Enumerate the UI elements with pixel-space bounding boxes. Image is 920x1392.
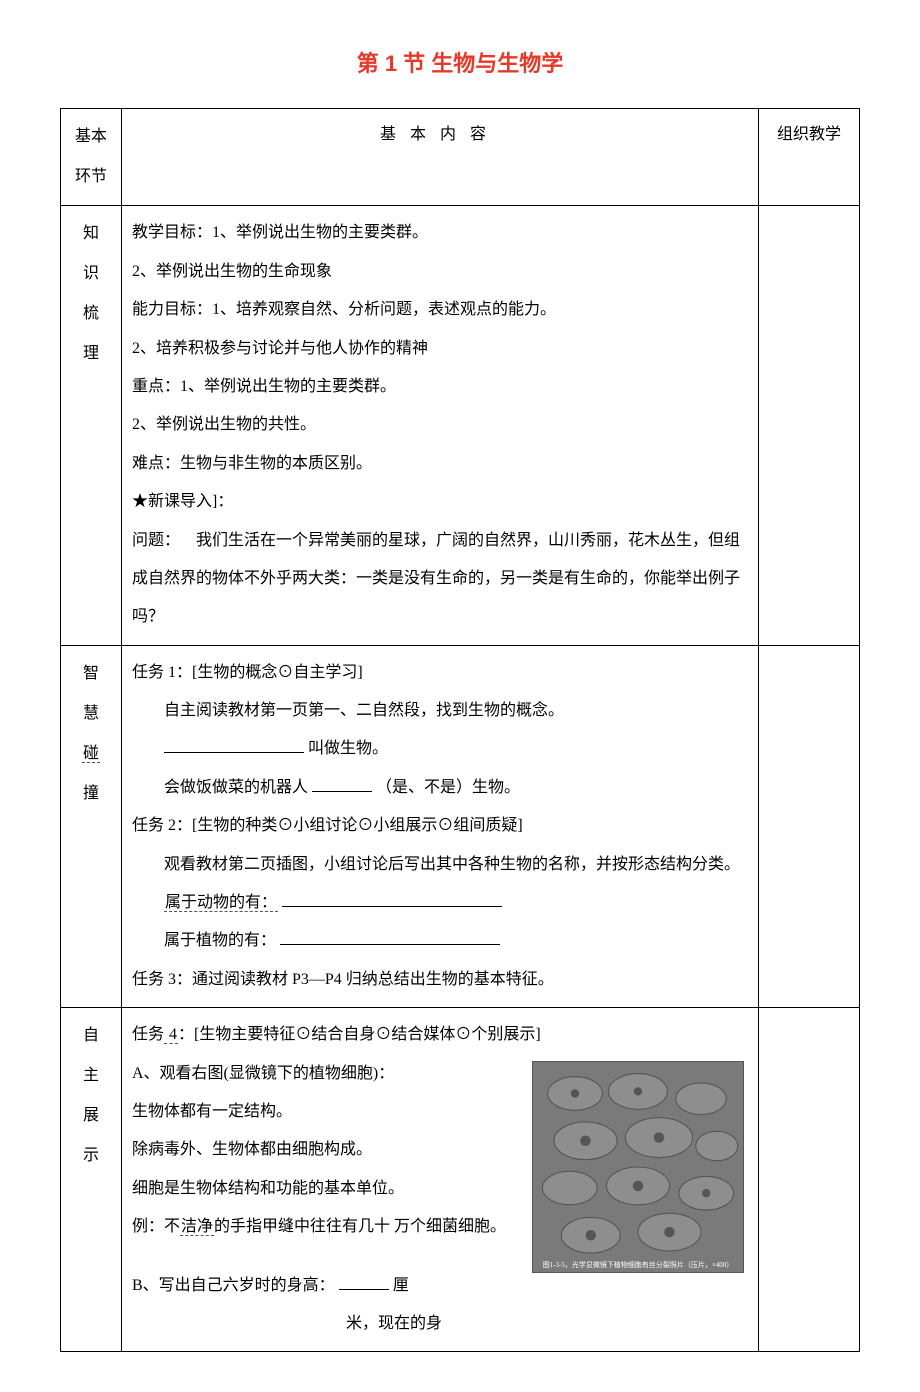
main-table: 基本 环节 基本内容 组织教学 知 识 梳 理 教学目标：1、举例说出生物的主要… <box>60 108 860 1352</box>
a4-suf: 万个细菌细胞。 <box>394 1218 506 1235</box>
side-w-3: 碰 <box>71 734 111 774</box>
header-col1-l2: 环节 <box>71 157 111 197</box>
side-knowledge: 知 识 梳 理 <box>61 206 122 645</box>
blank-robot[interactable] <box>312 775 372 792</box>
header-col1: 基本 环节 <box>61 109 122 206</box>
side-wisdom: 智 慧 碰 撞 <box>61 645 122 1008</box>
header-row: 基本 环节 基本内容 组织教学 <box>61 109 860 206</box>
task3-title: 任务 3：通过阅读教材 P3—P4 归纳总结出生物的基本特征。 <box>132 961 748 999</box>
task2-b: 属于动物的有： <box>132 884 748 922</box>
side-w-4: 撞 <box>71 774 111 814</box>
content-knowledge: 教学目标：1、举例说出生物的主要类群。 2、举例说出生物的生命现象 能力目标：1… <box>122 206 759 645</box>
side-k-4: 理 <box>71 334 111 374</box>
header-col2: 基本内容 <box>122 109 759 206</box>
header-col3: 组织教学 <box>759 109 860 206</box>
task4-pre: 任务 4：[生物主要特征⊙结合自身⊙结合媒体⊙个别展示] <box>132 1026 541 1044</box>
org-knowledge <box>759 206 860 645</box>
microscope-cells-icon <box>533 1062 743 1272</box>
b-pre: B、写出自己六岁时的身高： <box>132 1277 335 1294</box>
goal-1: 教学目标：1、举例说出生物的主要类群。 <box>132 214 748 252</box>
question-label: 问题： <box>132 532 180 549</box>
side-w-2: 慧 <box>71 694 111 734</box>
blank-bio-concept[interactable] <box>164 736 304 753</box>
org-display <box>759 1008 860 1352</box>
task1-c-pre: 会做饭做菜的机器人 <box>164 779 308 796</box>
image-caption: 图1-3-5，光学显微镜下植物细胞有丝分裂照片（压片，×400） <box>533 1261 743 1269</box>
header-col1-l1: 基本 <box>71 117 111 157</box>
ability-1: 能力目标：1、培养观察自然、分析问题，表述观点的能力。 <box>132 291 748 329</box>
section-display: 自 主 展 示 任务 4：[生物主要特征⊙结合自身⊙结合媒体⊙个别展示] <box>61 1008 860 1352</box>
task1-b: 叫做生物。 <box>132 730 748 768</box>
task2-b-pre: 属于动物的有： <box>164 894 278 912</box>
question: 问题： 我们生活在一个异常美丽的星球，广阔的自然界，山川秀丽，花木丛生，但组成自… <box>132 522 748 637</box>
section-knowledge: 知 识 梳 理 教学目标：1、举例说出生物的主要类群。 2、举例说出生物的生命现… <box>61 206 860 645</box>
task1-c: 会做饭做菜的机器人 （是、不是）生物。 <box>132 769 748 807</box>
key-2: 2、举例说出生物的共性。 <box>132 406 748 444</box>
blank-plants[interactable] <box>280 928 500 945</box>
task1-a: 自主阅读教材第一页第一、二自然段，找到生物的概念。 <box>132 692 748 730</box>
question-text: 我们生活在一个异常美丽的星球，广阔的自然界，山川秀丽，花木丛生，但组成自然界的物… <box>132 532 740 626</box>
b-mid: 厘 <box>393 1277 409 1294</box>
task2-title: 任务 2：[生物的种类⊙小组讨论⊙小组展示⊙组间质疑] <box>132 807 748 845</box>
task4-title: 任务 4：[生物主要特征⊙结合自身⊙结合媒体⊙个别展示] <box>132 1016 748 1054</box>
side-w-1: 智 <box>71 654 111 694</box>
content-display: 任务 4：[生物主要特征⊙结合自身⊙结合媒体⊙个别展示] <box>122 1008 759 1352</box>
blank-height[interactable] <box>339 1273 389 1290</box>
task2-c: 属于植物的有： <box>132 922 748 960</box>
task1-c-suf: （是、不是）生物。 <box>376 779 520 796</box>
org-wisdom <box>759 645 860 1008</box>
cell-image: 图1-3-5，光学显微镜下植物细胞有丝分裂照片（压片，×400） <box>532 1061 744 1273</box>
key-1: 重点：1、举例说出生物的主要类群。 <box>132 368 748 406</box>
content-wisdom: 任务 1：[生物的概念⊙自主学习] 自主阅读教材第一页第一、二自然段，找到生物的… <box>122 645 759 1008</box>
difficult: 难点：生物与非生物的本质区别。 <box>132 445 748 483</box>
b-suf: 米，现在的身 <box>346 1315 442 1332</box>
goal-2: 2、举例说出生物的生命现象 <box>132 253 748 291</box>
side-k-2: 识 <box>71 254 111 294</box>
b-line: B、写出自己六岁时的身高： 厘 米，现在的身 <box>132 1267 748 1344</box>
a4-pre: 例：不洁净的手指甲缝中往往有几十 <box>132 1218 390 1236</box>
intro-star: ★新课导入]： <box>132 483 748 521</box>
task2-a: 观看教材第二页插图，小组讨论后写出其中各种生物的名称，并按形态结构分类。 <box>132 846 748 884</box>
side-d-1: 自 <box>71 1016 111 1056</box>
ability-2: 2、培养积极参与讨论并与他人协作的精神 <box>132 330 748 368</box>
task1-b-suffix: 叫做生物。 <box>308 740 388 757</box>
task2-c-pre: 属于植物的有： <box>164 932 276 949</box>
blank-animals[interactable] <box>282 890 502 907</box>
side-k-1: 知 <box>71 214 111 254</box>
section-wisdom: 智 慧 碰 撞 任务 1：[生物的概念⊙自主学习] 自主阅读教材第一页第一、二自… <box>61 645 860 1008</box>
side-d-2: 主 <box>71 1056 111 1096</box>
side-display: 自 主 展 示 <box>61 1008 122 1352</box>
task1-title: 任务 1：[生物的概念⊙自主学习] <box>132 654 748 692</box>
side-k-3: 梳 <box>71 294 111 334</box>
side-d-3: 展 <box>71 1096 111 1136</box>
side-d-4: 示 <box>71 1136 111 1176</box>
page-title: 第 1 节 生物与生物学 <box>60 40 860 88</box>
